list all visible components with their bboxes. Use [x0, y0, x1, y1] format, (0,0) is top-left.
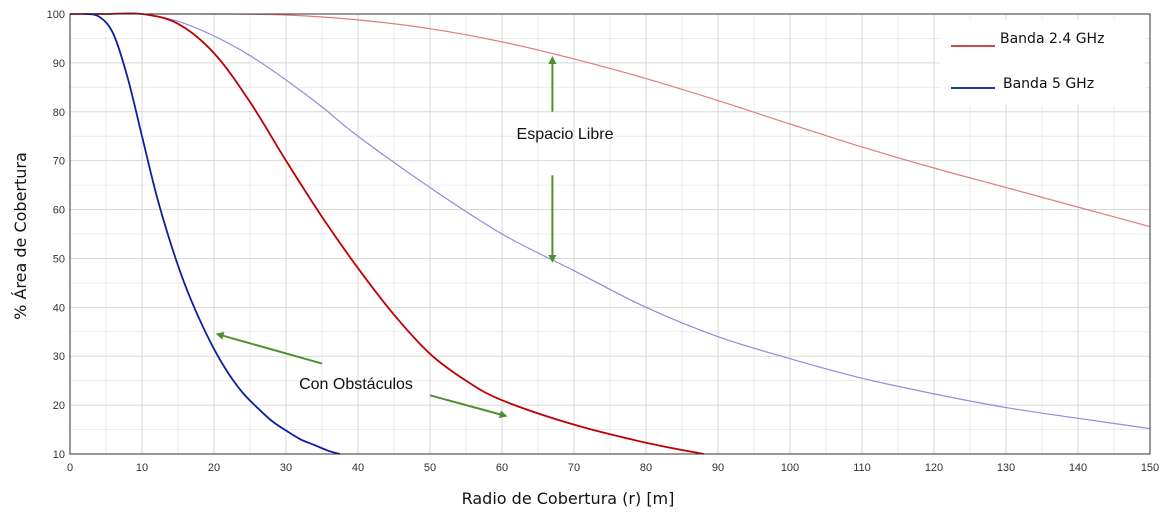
y-tick-label: 30 [53, 351, 65, 363]
series-5-ghz-espacio-libre [70, 12, 1151, 430]
x-tick-label: 10 [136, 462, 148, 474]
arrow-con-obstaculos-right [429, 394, 508, 419]
y-tick-label: 80 [53, 107, 65, 119]
series-5-ghz-con-obstaculos [84, 13, 341, 455]
y-axis-title: % Área de Cobertura [11, 152, 30, 320]
x-tick-label: 30 [280, 462, 292, 474]
x-tick-label: 40 [352, 462, 364, 474]
x-tick-label: 60 [496, 462, 508, 474]
x-axis-title: Radio de Cobertura (r) [m] [462, 489, 675, 508]
y-tick-label: 20 [53, 400, 65, 412]
tick-labels: 0 10 20 30 40 50 60 70 80 90 100 110 120 130 140 150102… [47, 9, 1160, 474]
arrow-con-obstaculos-left [215, 331, 323, 365]
x-tick-label: 20 [208, 462, 220, 474]
grid [69, 13, 1151, 455]
y-tick-label: 60 [53, 205, 65, 217]
y-tick-label: 10 [53, 449, 65, 461]
x-tick-label: 100 [781, 462, 799, 474]
y-tick-label: 100 [47, 9, 65, 21]
series-2-4-ghz-con-obstaculos [70, 12, 704, 455]
legend: Banda 2.4 GHz Banda 5 GHz [940, 20, 1145, 105]
x-tick-label: 70 [568, 462, 580, 474]
x-tick-label: 50 [424, 462, 436, 474]
x-tick-label: 80 [640, 462, 652, 474]
x-tick-label: 110 [853, 462, 871, 474]
x-tick-label: 150 [1141, 462, 1159, 474]
annotation-espacio-libre: Espacio Libre [517, 126, 614, 143]
series-lines [70, 12, 1151, 455]
y-tick-label: 70 [53, 156, 65, 168]
plot-frame [69, 13, 1151, 455]
x-tick-label: 140 [1069, 462, 1087, 474]
y-tick-label: 90 [53, 58, 65, 70]
x-tick-label: 0 [67, 462, 73, 474]
legend-background [940, 20, 1145, 105]
annotation-arrows [215, 56, 557, 419]
y-tick-label: 50 [53, 253, 65, 265]
legend-label-2-4-ghz: Banda 2.4 GHz [1000, 31, 1104, 47]
annotation-con-obstaculos: Con Obstáculos [299, 376, 413, 393]
x-tick-label: 120 [925, 462, 943, 474]
x-tick-label: 90 [712, 462, 724, 474]
legend-label-5-ghz: Banda 5 GHz [1003, 76, 1094, 92]
y-tick-label: 40 [53, 302, 65, 314]
x-tick-label: 130 [997, 462, 1015, 474]
